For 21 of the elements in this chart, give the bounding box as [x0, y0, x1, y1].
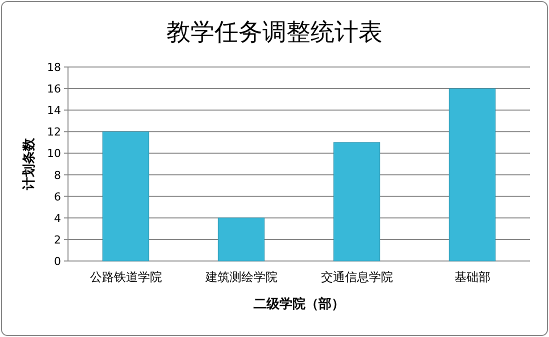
x-tick-label: 建筑测绘学院 [204, 270, 278, 284]
bar [448, 88, 496, 262]
y-tick-label: 14 [47, 104, 61, 118]
y-tick-label: 12 [47, 126, 61, 139]
bar [102, 131, 150, 262]
x-tick-label: 公路铁道学院 [90, 270, 162, 284]
y-axis-title: 计划条数 [22, 137, 37, 191]
y-tick-label: 2 [54, 233, 61, 246]
y-tick-label: 0 [54, 255, 61, 268]
bar [218, 218, 265, 262]
y-tick-label: 18 [47, 61, 61, 74]
bar [333, 142, 380, 262]
y-tick-label: 6 [54, 190, 61, 204]
x-axis-title: 二级学院（部） [254, 296, 344, 312]
y-tick-label: 16 [47, 82, 61, 96]
chart-title: 教学任务调整统计表 [166, 18, 382, 46]
y-tick-label: 10 [47, 147, 61, 160]
x-tick-label: 基础部 [454, 270, 490, 284]
y-tick-label: 4 [54, 212, 61, 225]
y-tick-label: 8 [54, 168, 61, 182]
x-tick-label: 交通信息学院 [320, 270, 393, 284]
